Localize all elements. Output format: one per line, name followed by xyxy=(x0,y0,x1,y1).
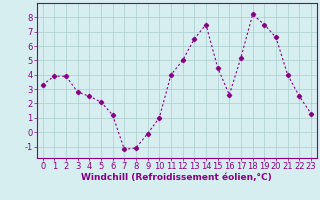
X-axis label: Windchill (Refroidissement éolien,°C): Windchill (Refroidissement éolien,°C) xyxy=(81,173,272,182)
